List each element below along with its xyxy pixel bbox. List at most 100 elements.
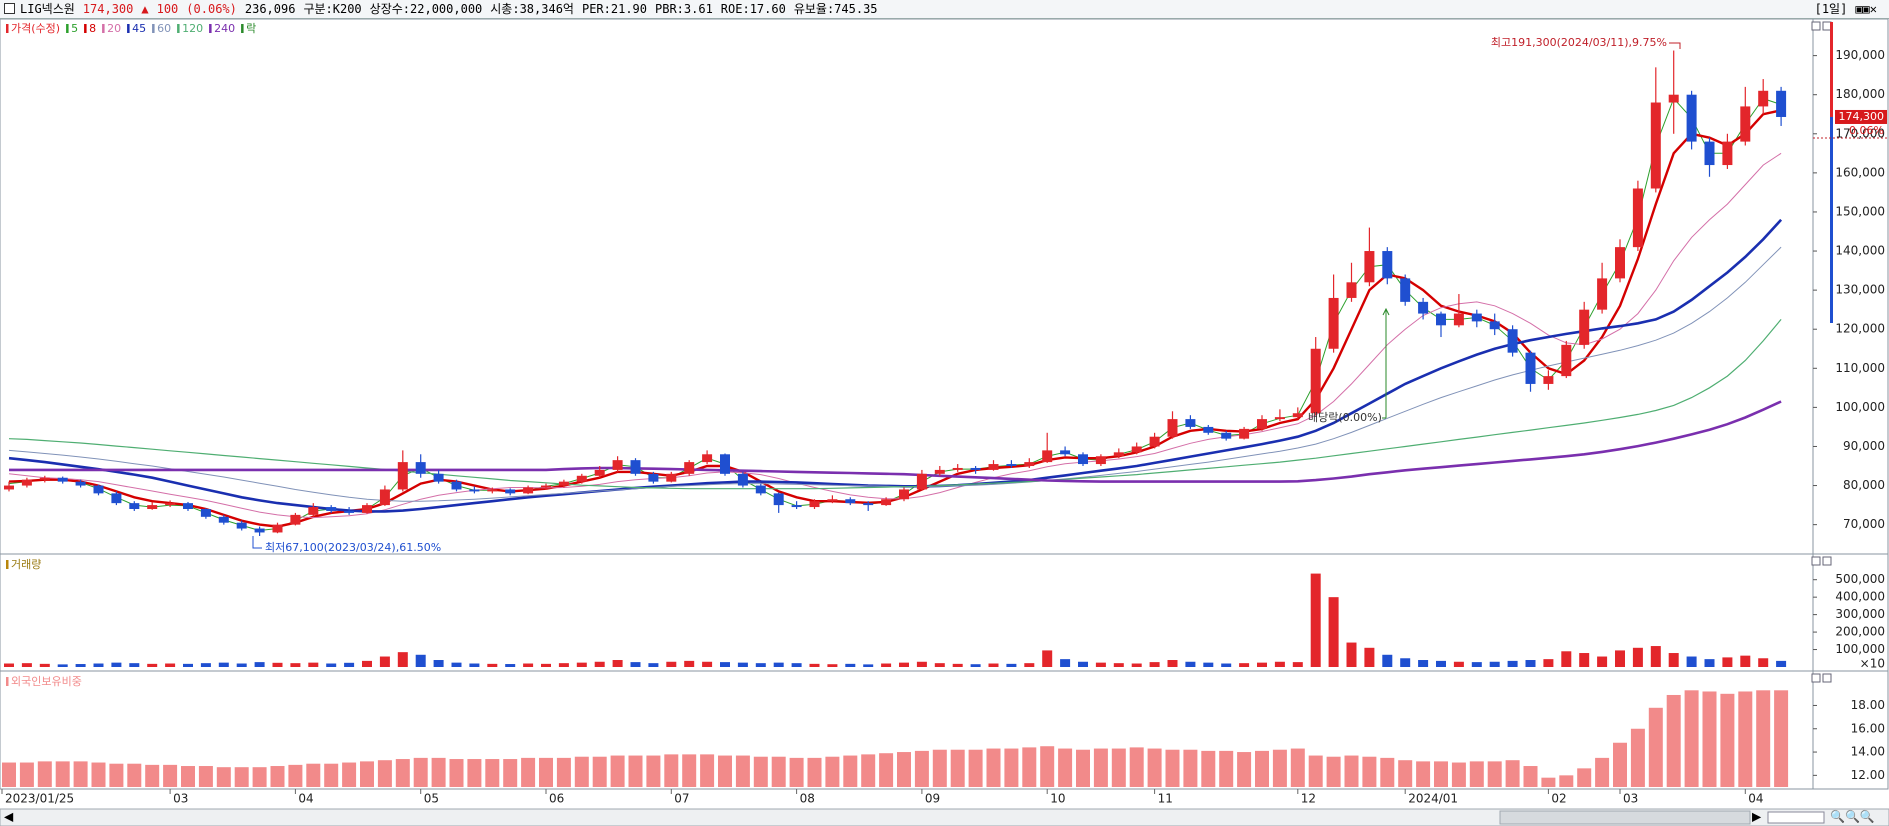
- legend-label: 20: [107, 22, 121, 35]
- ma-line: [8, 319, 1782, 490]
- bar: [2, 762, 16, 787]
- bar: [1523, 766, 1538, 787]
- candle-body: [1113, 452, 1124, 457]
- bar: [360, 761, 374, 787]
- x-tick-label: 11: [1158, 792, 1173, 806]
- candle-body: [451, 481, 462, 490]
- candle-body: [379, 489, 390, 506]
- bar: [1650, 646, 1661, 667]
- candle-body: [1274, 417, 1285, 420]
- candle-body: [845, 499, 856, 504]
- bar: [968, 749, 983, 787]
- candle-body: [487, 489, 498, 492]
- candle-body: [308, 507, 319, 515]
- candle-body: [1579, 309, 1590, 345]
- bar: [57, 664, 68, 667]
- annotation-arrow: [1382, 307, 1390, 419]
- bar: [1720, 693, 1735, 787]
- candle-body: [1668, 94, 1679, 103]
- bar: [1668, 653, 1679, 667]
- legend-marker: [102, 24, 105, 33]
- period[interactable]: [1일]: [1814, 2, 1848, 16]
- bar: [861, 754, 876, 787]
- candle-body: [1650, 102, 1661, 189]
- bar: [630, 662, 641, 667]
- candle-body: [1400, 278, 1411, 302]
- bar: [720, 662, 730, 667]
- candle-body: [1686, 94, 1697, 142]
- candle-body: [1507, 329, 1518, 353]
- candle-body: [684, 462, 695, 474]
- bar: [934, 663, 945, 667]
- scroll-right[interactable]: ▶: [1752, 810, 1762, 824]
- legend-label: 가격(수정): [11, 22, 60, 35]
- bar: [541, 663, 551, 667]
- bar: [1203, 662, 1214, 667]
- bar: [254, 662, 265, 667]
- bar: [1239, 663, 1250, 667]
- bar: [451, 662, 462, 667]
- legend-marker: [209, 24, 212, 33]
- volume: 236,096: [244, 2, 296, 16]
- candle-body: [1615, 247, 1625, 279]
- bar: [735, 755, 750, 787]
- bar: [1632, 647, 1643, 667]
- bar: [1559, 775, 1574, 787]
- scroll-left[interactable]: ◀: [4, 810, 14, 824]
- candle-body: [1364, 251, 1375, 283]
- info: PBR:3.61: [655, 2, 713, 16]
- bar: [236, 663, 247, 667]
- bar: [449, 759, 464, 787]
- candle-body: [505, 489, 516, 494]
- candle-body: [200, 509, 211, 517]
- bar: [181, 766, 195, 787]
- candle-body: [1257, 419, 1267, 429]
- bar: [467, 759, 482, 787]
- bar: [1364, 647, 1375, 667]
- panel-button: [1811, 673, 1821, 683]
- bar: [1613, 742, 1627, 787]
- zoom-buttons[interactable]: 🔍🔍🔍: [1830, 809, 1875, 824]
- checkbox[interactable]: [4, 3, 15, 14]
- candle-body: [1525, 352, 1536, 384]
- bar: [1416, 761, 1431, 787]
- legend-label: 5: [71, 22, 78, 35]
- candle-body: [791, 505, 802, 508]
- bar: [1292, 662, 1303, 667]
- bar: [1183, 749, 1198, 787]
- bar: [539, 757, 553, 787]
- bar: [1060, 659, 1071, 667]
- bar: [216, 767, 231, 787]
- bar: [594, 661, 605, 667]
- header-bar: LIG넥스원 174,300 ▲ 100 (0.06%) 236,096 구분:K200 상장…: [0, 0, 1889, 19]
- price-panel: [0, 18, 1889, 555]
- candle-body: [773, 493, 784, 506]
- ma-line: [8, 109, 1782, 528]
- bar: [111, 662, 122, 667]
- candle-body: [1740, 106, 1751, 142]
- y-tick-label: 200,000: [1835, 625, 1885, 639]
- bar: [1004, 748, 1019, 787]
- bar: [91, 762, 106, 787]
- y-tick-label: 190,000: [1835, 48, 1885, 62]
- scroll-thumb[interactable]: [1499, 810, 1751, 825]
- scrollbar[interactable]: [0, 808, 1889, 826]
- bar: [664, 754, 679, 787]
- candle-body: [1292, 413, 1303, 418]
- bar: [1722, 657, 1733, 667]
- bar: [827, 664, 838, 667]
- candle-body: [1203, 426, 1214, 433]
- buttons[interactable]: ▣▣✕: [1855, 2, 1877, 16]
- bar: [843, 755, 858, 787]
- last-change-label: 0.06%: [1849, 124, 1884, 137]
- zoom-slider[interactable]: [1767, 811, 1825, 824]
- bar: [147, 663, 158, 667]
- bar: [1400, 658, 1411, 667]
- bar: [21, 663, 32, 667]
- bar: [986, 748, 1001, 787]
- bar: [127, 763, 142, 787]
- y-tick-label: 400,000: [1835, 590, 1885, 604]
- change-rate: (0.06%): [186, 2, 237, 16]
- candle-body: [1185, 419, 1196, 427]
